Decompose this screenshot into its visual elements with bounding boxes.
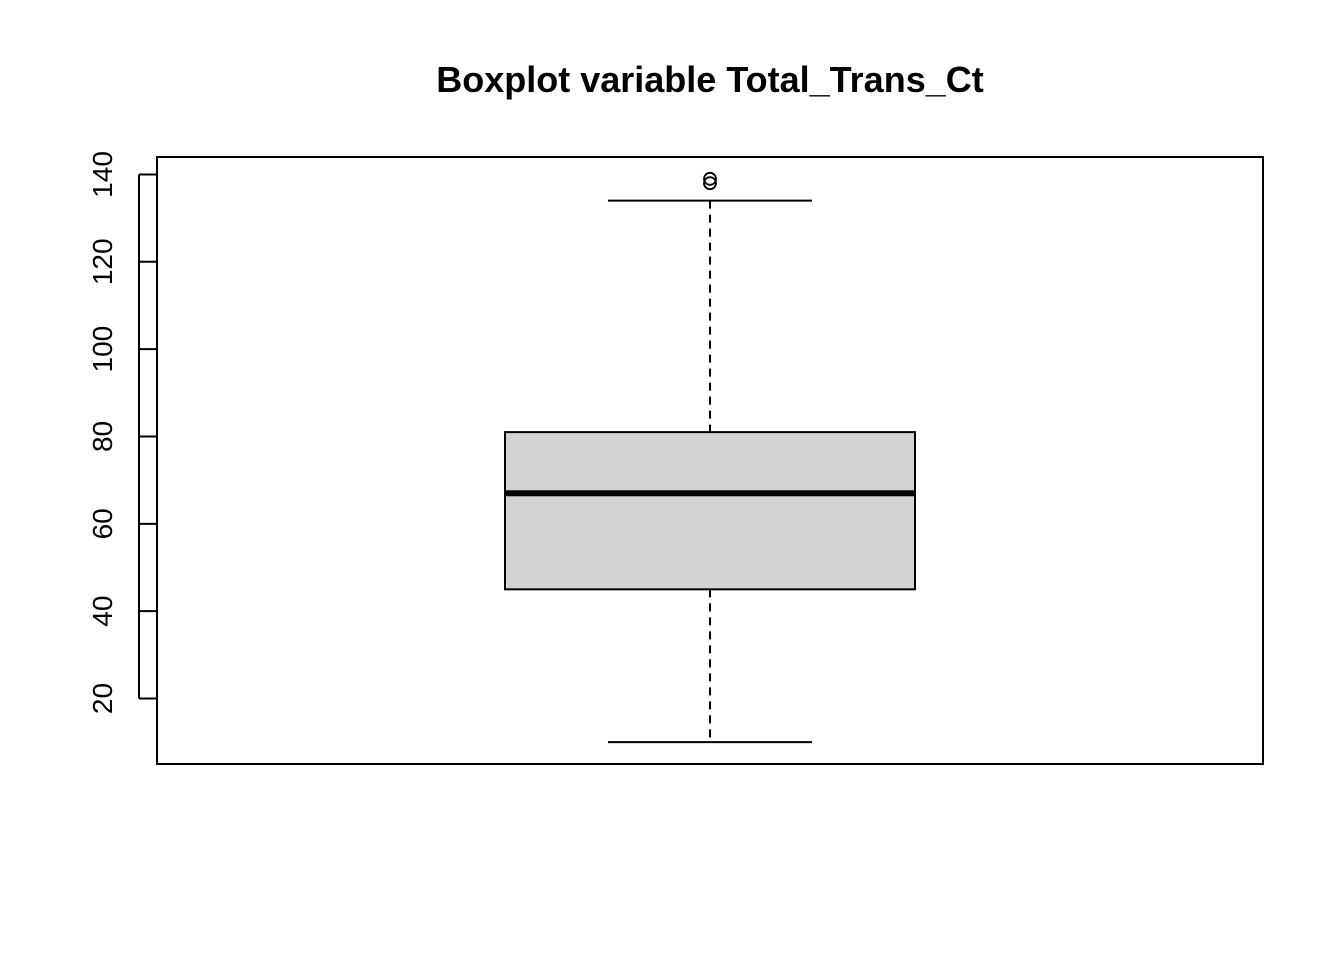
iqr-box <box>504 431 916 591</box>
y-axis: 20 40 60 80 100 120 140 <box>87 151 157 714</box>
outlier-point <box>703 176 717 191</box>
box-group <box>504 171 916 744</box>
y-tick-label: 20 <box>87 683 118 714</box>
y-tick-label: 80 <box>87 421 118 452</box>
y-tick-label: 100 <box>87 326 118 373</box>
y-tick-label: 40 <box>87 596 118 627</box>
y-tick-label: 60 <box>87 508 118 539</box>
plot-frame <box>156 156 1264 765</box>
y-tick-label: 140 <box>87 151 118 198</box>
outlier-point <box>703 171 717 186</box>
chart-title: Boxplot variable Total_Trans_Ct <box>436 59 983 100</box>
y-tick-label: 120 <box>87 238 118 285</box>
